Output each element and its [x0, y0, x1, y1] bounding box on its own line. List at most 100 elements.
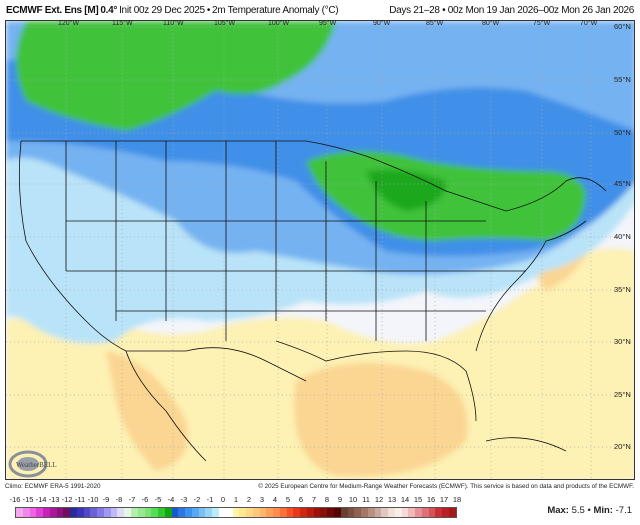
colorbar-bin	[435, 508, 443, 517]
valid-period: Days 21–28 • 00z Mon 19 Jan 2026–00z Mon…	[389, 5, 634, 16]
colorbar-bin	[279, 508, 287, 517]
max-min-stats: Max: 5.5 • Min: -7.1	[547, 505, 632, 516]
lat-label: 35°N	[614, 285, 631, 294]
colorbar-bin	[340, 508, 348, 517]
colorbar-bin	[333, 508, 341, 517]
colorbar-tick-label: 18	[452, 495, 462, 504]
colorbar-bin	[313, 508, 321, 517]
lon-label: 80°W	[482, 20, 500, 27]
colorbar-bin	[246, 508, 253, 517]
colorbar-bin	[347, 508, 355, 517]
borders-and-coastlines	[18, 140, 607, 462]
colorbar-bin	[76, 508, 84, 517]
colorbar-tick-label: 2	[246, 495, 252, 504]
lat-label: 50°N	[614, 128, 631, 137]
colorbar-bin	[22, 508, 30, 517]
us-canada-border	[21, 140, 607, 212]
lon-label: 110°W	[163, 20, 184, 27]
colorbar-bin	[388, 508, 395, 517]
colorbar-bin	[367, 508, 375, 517]
colorbar-bin	[131, 508, 138, 517]
colorbar-tick-label: 9	[337, 495, 343, 504]
colorbar-bin	[137, 508, 145, 517]
graticule	[6, 21, 634, 479]
colorbar-bin	[43, 508, 50, 517]
lat-label: 40°N	[614, 232, 631, 241]
separator: •	[587, 505, 591, 516]
colorbar-bin	[293, 508, 301, 517]
colorbar-tick-label: -1	[206, 495, 214, 504]
colorbar-bin	[320, 508, 328, 517]
resolution: 0.4°	[100, 5, 118, 16]
colorbar-bin	[56, 508, 64, 517]
colorbar-bin	[124, 508, 132, 517]
colorbar-bin	[225, 508, 233, 517]
colorbar-tick-label: -10	[87, 495, 99, 504]
lat-label: 20°N	[614, 442, 631, 451]
model-name: ECMWF Ext. Ens [M]	[6, 5, 99, 16]
cuba-coast	[485, 437, 567, 452]
colorbar-bin	[151, 508, 159, 517]
cold-core	[366, 169, 446, 211]
colorbar-bin	[381, 508, 389, 517]
colorbar-tick-label: -15	[22, 495, 34, 504]
colorbar-tick-label: -6	[141, 495, 149, 504]
colorbar-bin	[83, 508, 91, 517]
colorbar-bin	[401, 508, 409, 517]
colorbar-bin	[110, 508, 118, 517]
colorbar-tick-label: -14	[35, 495, 47, 504]
state-line	[65, 141, 526, 341]
lon-label: 120°W	[58, 20, 80, 27]
colorbar-bin	[212, 508, 219, 517]
colorbar-tick-label: 0	[220, 495, 226, 504]
weatherbell-logo: WeatherBELL	[8, 450, 68, 483]
field-name: 2m Temperature Anomaly (°C)	[212, 5, 339, 16]
lon-label: 95°W	[319, 20, 337, 27]
colorbar-tick-label: -16	[9, 495, 21, 504]
colorbar-tick-label: 13	[387, 495, 397, 504]
map-canvas	[6, 21, 634, 479]
colorbar	[15, 507, 457, 518]
separator: •	[206, 5, 211, 16]
colorbar-bin	[259, 508, 267, 517]
lat-label: 30°N	[614, 337, 631, 346]
logo-text: WeatherBELL	[16, 461, 57, 469]
colorbar-bin	[421, 508, 429, 517]
header-left: ECMWF Ext. Ens [M] 0.4° Init 00z 29 Dec 20…	[6, 5, 340, 19]
colorbar-tick-label: -8	[115, 495, 123, 504]
lon-label: 70°W	[580, 20, 598, 27]
colorbar-bin	[361, 508, 368, 517]
colorbar-bin	[306, 508, 314, 517]
logo-swirl-icon: WeatherBELL	[8, 450, 57, 478]
colorbar-bin	[286, 508, 294, 517]
colorbar-tick-label: -13	[48, 495, 60, 504]
colorbar-bin	[252, 508, 260, 517]
map-header: ECMWF Ext. Ens [M] 0.4° Init 00z 29 Dec 20…	[6, 5, 634, 19]
colorbar-tick-label: 16	[426, 495, 436, 504]
colorbar-bin	[16, 508, 23, 517]
colorbar-tick-label: 3	[259, 495, 265, 504]
colorbar-bin	[273, 508, 280, 517]
lon-label: 75°W	[533, 20, 551, 27]
colorbar-bin	[408, 508, 416, 517]
colorbar-bin	[300, 508, 307, 517]
colorbar-bin	[191, 508, 199, 517]
colorbar-bin	[178, 508, 186, 517]
colorbar-tick-label: -9	[102, 495, 110, 504]
colorbar-tick-label: 5	[285, 495, 291, 504]
colorbar-bin	[394, 508, 402, 517]
gulf-coast	[275, 340, 477, 422]
colorbar-bin	[374, 508, 382, 517]
west-coast	[18, 140, 207, 462]
colorbar-bin	[449, 508, 456, 517]
colorbar-bin	[63, 508, 71, 517]
min-label: Min:	[593, 505, 613, 516]
colorbar-bin	[144, 508, 152, 517]
colorbar-bin	[185, 508, 192, 517]
warm-mexico-west	[106, 351, 188, 471]
min-value: -7.1	[615, 505, 632, 516]
colorbar-bin	[70, 508, 77, 517]
cold-northwest-region	[16, 21, 336, 131]
colorbar-bin	[90, 508, 98, 517]
lon-label: 105°W	[214, 20, 236, 27]
